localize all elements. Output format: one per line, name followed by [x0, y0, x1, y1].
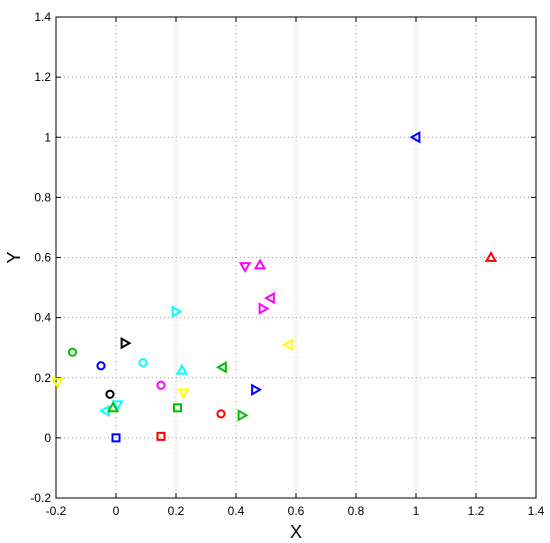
y-tick-label: -0.2 — [30, 491, 51, 505]
y-axis-label: Y — [4, 251, 24, 263]
data-point-triangle-down — [177, 388, 190, 400]
data-point-triangle-left — [281, 338, 293, 351]
y-tick-labels: -0.2 0 0.2 0.4 0.6 0.8 1 1.2 1.4 — [30, 10, 51, 505]
y-tick-label: 0.8 — [34, 190, 51, 204]
y-tick-label: 0.2 — [34, 371, 51, 385]
x-tick-labels: -0.2 0 0.2 0.4 0.6 0.8 1 1.2 1.4 — [46, 504, 545, 518]
data-point-triangle-right — [171, 305, 183, 318]
y-tick-label: 0.6 — [34, 251, 51, 265]
y-tick-label: 0.4 — [34, 311, 51, 325]
y-tick-label: 1.2 — [34, 70, 51, 84]
data-point-triangle-up — [106, 401, 120, 413]
x-tick-label: -0.2 — [46, 504, 67, 518]
x-tick-label: 0 — [113, 504, 120, 518]
data-point-triangle-up — [484, 250, 498, 262]
data-point-triangle-up — [175, 363, 189, 375]
data-point-triangle-left — [263, 291, 275, 305]
grid-lines — [56, 17, 536, 498]
data-point-triangle-down — [51, 377, 64, 389]
data-point-circle — [138, 358, 148, 368]
x-tick-label: 0.4 — [228, 504, 245, 518]
x-tick-label: 0.6 — [288, 504, 305, 518]
data-point-circle — [156, 380, 166, 390]
x-tick-label: 1.4 — [528, 504, 545, 518]
data-point-circle — [105, 389, 115, 399]
data-point-circle — [96, 361, 106, 371]
y-tick-label: 1 — [44, 130, 51, 144]
y-tick-label: 1.4 — [34, 10, 51, 24]
x-tick-label: 1 — [413, 504, 420, 518]
data-point-square — [173, 403, 182, 413]
x-tick-label: 0.2 — [168, 504, 185, 518]
data-point-square — [111, 433, 121, 443]
data-point-triangle-right — [120, 336, 132, 350]
data-point-circle — [216, 409, 226, 419]
data-point-triangle-up — [253, 258, 267, 270]
data-point-triangle-right — [258, 302, 270, 315]
data-point-square — [156, 431, 166, 441]
x-axis-label: X — [290, 522, 302, 542]
axis-ticks — [55, 16, 537, 499]
data-point-triangle-right — [251, 383, 263, 396]
x-tick-label: 0.8 — [348, 504, 365, 518]
data-point-triangle-right — [237, 409, 249, 422]
data-point-triangle-left — [215, 361, 227, 374]
data-markers — [51, 131, 498, 443]
data-point-triangle-left — [409, 131, 421, 144]
data-point-circle — [67, 347, 78, 357]
x-tick-label: 1.2 — [468, 504, 485, 518]
data-point-triangle-down — [238, 262, 252, 274]
y-tick-label: 0 — [44, 431, 51, 445]
